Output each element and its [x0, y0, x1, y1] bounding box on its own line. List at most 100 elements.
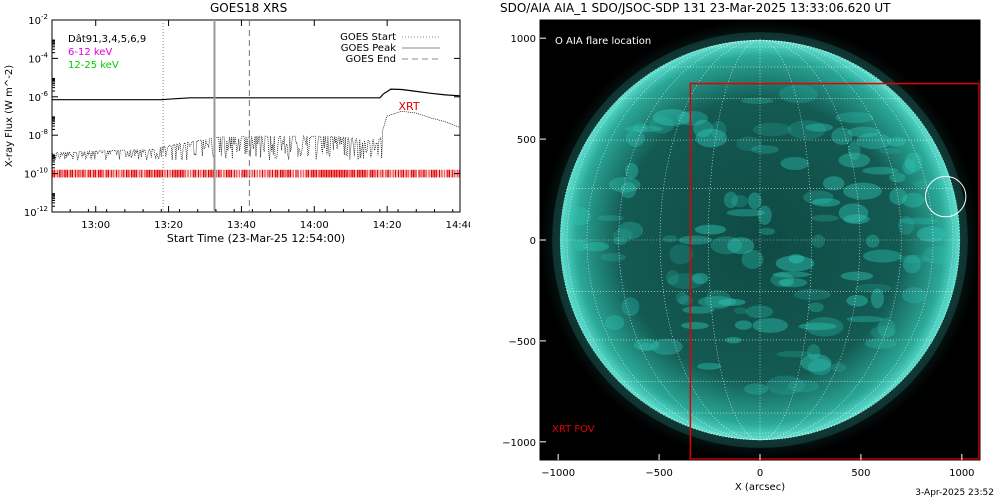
y-tick-label: 1000 [511, 34, 536, 45]
bright-patch [758, 227, 776, 236]
bright-patch [800, 353, 832, 372]
bright-patch [727, 237, 755, 255]
rug-series [52, 169, 460, 178]
bright-patch [778, 84, 818, 104]
bright-patch [902, 192, 925, 208]
x-tick-label: 14:40 [446, 220, 470, 231]
bright-patch [675, 291, 689, 305]
legend-right-item: GOES End [346, 54, 396, 65]
bright-patch [902, 255, 921, 274]
bright-patch [748, 192, 762, 210]
y-tick-label: 500 [517, 135, 536, 146]
y-tick-label: 10-2 [28, 13, 48, 27]
flare-location-circle [925, 175, 967, 218]
bright-patch [744, 383, 769, 395]
bright-patch [831, 362, 847, 372]
bright-patch [597, 215, 624, 222]
aia-image-chart: O AIA flare location XRT FOV −1000 −500 0 500… [502, 19, 981, 493]
grid-limb [559, 39, 961, 441]
y-tick-label: −1000 [502, 438, 536, 449]
bright-patch [901, 286, 927, 304]
x-tick-label: 1000 [949, 468, 974, 479]
bright-patch [776, 350, 813, 358]
x-tick-label: −500 [645, 468, 672, 479]
legend-right-item: GOES Start [340, 32, 396, 43]
y-axis-label: X-ray Flux (W m^-2) [4, 65, 15, 167]
bright-patch [822, 176, 845, 191]
legend-left-item: 12-25 keV [68, 60, 119, 71]
bright-patch [864, 338, 897, 349]
aia-title: SDO/AIA AIA_1 SDO/JSOC-SDP 131 23-Mar-20… [500, 1, 891, 15]
bright-patch [733, 307, 748, 314]
bright-patch [710, 236, 743, 255]
active-regions [568, 84, 956, 395]
x-axis-label: Start Time (23-Mar-25 12:54:00) [167, 232, 345, 245]
bright-patch [770, 272, 794, 287]
bright-patch [886, 136, 906, 147]
bright-patch [740, 97, 774, 104]
legend-right-item: GOES Peak [341, 43, 396, 54]
bright-patch [620, 182, 637, 199]
bright-patch [870, 326, 896, 339]
bright-patch [725, 336, 742, 344]
bright-patch [854, 283, 892, 293]
bright-patch [835, 112, 874, 123]
bright-patch [662, 235, 678, 243]
bright-patch [625, 162, 639, 179]
x-tick-label: 0 [757, 468, 763, 479]
bright-patch [678, 295, 693, 306]
bright-patch [600, 252, 627, 262]
y-tick-label: −500 [509, 337, 536, 348]
grid-longitude [618, 39, 761, 441]
bright-patch [697, 296, 736, 308]
bright-patch [798, 322, 837, 331]
bright-patch [778, 278, 808, 288]
bright-patch [723, 191, 738, 209]
bright-patch [745, 305, 774, 319]
bright-patch [613, 236, 627, 246]
legend-left-item: 6-12 keV [68, 47, 112, 58]
bright-patch [649, 116, 675, 134]
y-tick-label: 10-4 [28, 51, 48, 65]
x-tick-label: 500 [851, 468, 870, 479]
footer-date: 3-Apr-2025 23:52 [915, 488, 994, 498]
bright-patch [866, 234, 880, 248]
bright-patch [898, 216, 915, 235]
bright-patch [734, 320, 753, 330]
bright-patch [870, 288, 884, 309]
grid-longitude [759, 39, 902, 441]
bright-patch [913, 179, 942, 189]
bright-patch [779, 279, 795, 287]
bright-patch [807, 344, 821, 360]
bright-patch [752, 318, 788, 333]
bright-patch [898, 254, 930, 264]
bright-patch [805, 317, 844, 337]
legend-left-item: Dât91,3,4,5,6,9 [68, 33, 146, 45]
x-tick-label: 14:00 [300, 220, 329, 231]
bright-patch [805, 123, 834, 132]
bright-patch [904, 152, 923, 173]
bright-patch [808, 358, 832, 376]
bright-patch [846, 315, 884, 323]
bright-patch [625, 129, 645, 147]
bright-patch [638, 342, 654, 351]
bright-patch [608, 176, 641, 193]
bright-patch [772, 271, 811, 278]
bright-patch [803, 190, 834, 205]
bright-patch [621, 297, 640, 317]
bright-patch [787, 120, 826, 140]
x-tick-label: 13:20 [154, 220, 183, 231]
bright-patch [612, 228, 633, 243]
grid-longitude [759, 39, 934, 441]
y-tick-label: 10-10 [24, 167, 48, 181]
bright-patch [843, 182, 882, 200]
x-axis-label: X (arcsec) [735, 482, 785, 493]
bright-patch [788, 254, 805, 264]
x-tick-label: 13:40 [227, 220, 256, 231]
bright-patch [676, 110, 709, 126]
bright-patch [808, 302, 824, 313]
solid-series [52, 88, 461, 101]
bright-patch [889, 188, 908, 205]
bright-patch [681, 321, 709, 330]
bright-patch [862, 166, 899, 175]
